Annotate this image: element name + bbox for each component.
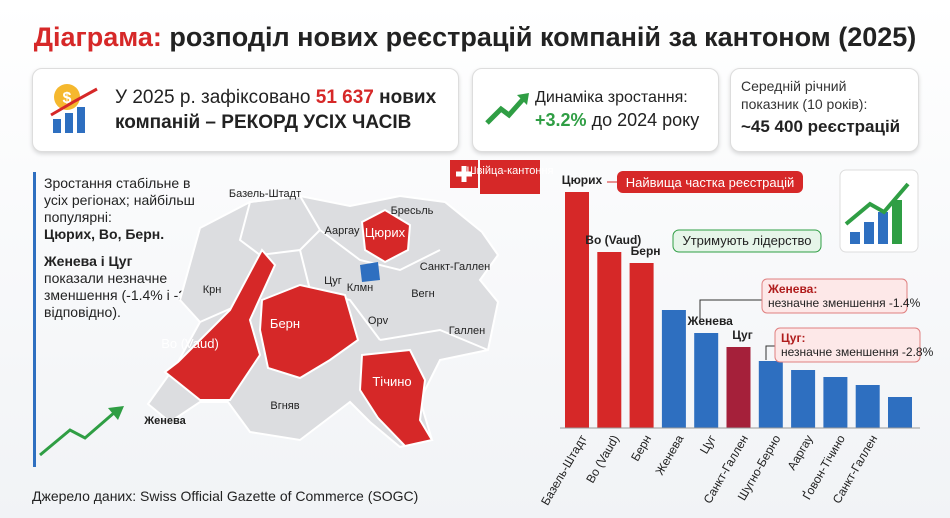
callout-text: Утримують лідерство [682,233,811,248]
map-label: Цуг [324,275,342,287]
map-label: Вегн [411,288,435,300]
value: ~45 400 реєстрацій [741,117,901,136]
map-label: Тічино [372,374,411,389]
label: Динаміка зростання: [535,89,688,106]
x-tick-label: Базель-Штадт [538,432,590,508]
icon: $ [50,84,98,133]
decor-arrow [844,182,910,226]
x-tick-label: Цуг [697,432,719,456]
map-label: Санкт-Галлен [420,261,490,273]
bar [565,192,589,428]
map-label: Орv [368,315,389,327]
flag-cross [456,166,472,182]
map-label: Галлен [449,325,486,337]
text: до 2024 року [591,110,700,130]
bar [888,397,912,428]
map-label: Берн [270,316,300,331]
icon [485,93,529,125]
card-growth: Динаміка зростання: +3.2% до 2024 року [472,68,719,152]
source: Джерело даних: Swiss Official Gazette of… [32,488,419,504]
bar [758,361,783,428]
callout [617,171,803,193]
title-main: розподіл нових реєстрацій компаній за ка… [169,22,917,52]
bar [694,333,719,428]
text: Зростання стабільне в усіх регіонах; най… [44,175,195,225]
callout-bold: Цуг: [781,331,805,345]
accent-line [33,172,36,467]
highlight: +3.2% [535,110,587,130]
map-label: Цюрих [365,225,406,240]
map-label: Во (Vaud) [161,336,219,351]
map-label: Крн [203,284,222,296]
bar [661,310,686,428]
title: Діаграма: розподіл нових реєстрацій комп… [0,22,950,53]
badge [480,160,540,194]
summary: Зростання стабільне в усіх регіонах; най… [44,175,214,321]
bar-label: Цуг [732,328,752,342]
card-text: Динаміка зростання: +3.2% до 2024 року [535,87,699,131]
callout-text: незначне зменшення -2.8% [781,345,934,359]
map-zurich [360,208,412,264]
bar-label: Во (Vaud) [585,233,641,247]
map-vaud [163,248,277,401]
label: Середній річний показник (10 років): [741,78,868,112]
card-total: $ У 2025 р. зафіксовано 51 637 нових ком… [32,68,459,152]
callout-bold: Женева: [767,282,817,296]
callout-text: незначне зменшення -1.4% [768,296,921,310]
callout [774,327,921,363]
callout-line [699,299,762,320]
bar-label: Берн [631,244,661,258]
bar-label: Женева [687,314,734,328]
map-label: Бресьль [391,205,434,217]
card-average: Середній річний показник (10 років): ~45… [730,68,919,152]
map-bern [258,283,360,380]
card-text: У 2025 р. зафіксовано 51 637 нових компа… [115,85,455,135]
bar [791,370,816,428]
highlight: 51 637 [315,87,374,108]
x-tick-label: Ааргау [785,433,816,473]
callout-text: Найвища частка реєстрацій [626,175,794,190]
bar [855,385,880,428]
bar [823,377,848,428]
x-tick-label: Берн [628,433,654,464]
map-label: Ааргау [325,225,360,237]
text: нових компаній – РЕКОРД УСІХ ЧАСІВ [115,87,437,133]
text: У 2025 р. зафіксовано [115,87,311,108]
map-label: Вгняв [270,400,299,412]
callout [672,229,822,253]
decor-arrow [108,406,124,420]
callout-line [765,345,775,360]
bar [597,252,622,428]
bar [726,347,751,428]
map-ticino [358,348,434,448]
svg-text:$: $ [63,90,72,107]
badge-text: Швійца-кантоння [467,165,554,177]
map-lake [360,262,380,282]
text: Цюрих, Во, Берн. [44,226,165,242]
decor-arrow [39,410,116,457]
bar [629,263,654,428]
callout [761,278,908,314]
map-label: Клмн [347,282,373,294]
map-label: Женева [143,415,186,427]
title-red: Діаграма: [33,22,162,52]
text: показали незначне зменшення (-1.4% і -2.… [44,270,211,320]
x-tick-label: Женева [652,432,686,477]
bar-label: Цюрих [562,173,603,187]
map-label: Базель-Штадт [229,188,301,200]
text: Женева і Цуг [44,253,133,269]
